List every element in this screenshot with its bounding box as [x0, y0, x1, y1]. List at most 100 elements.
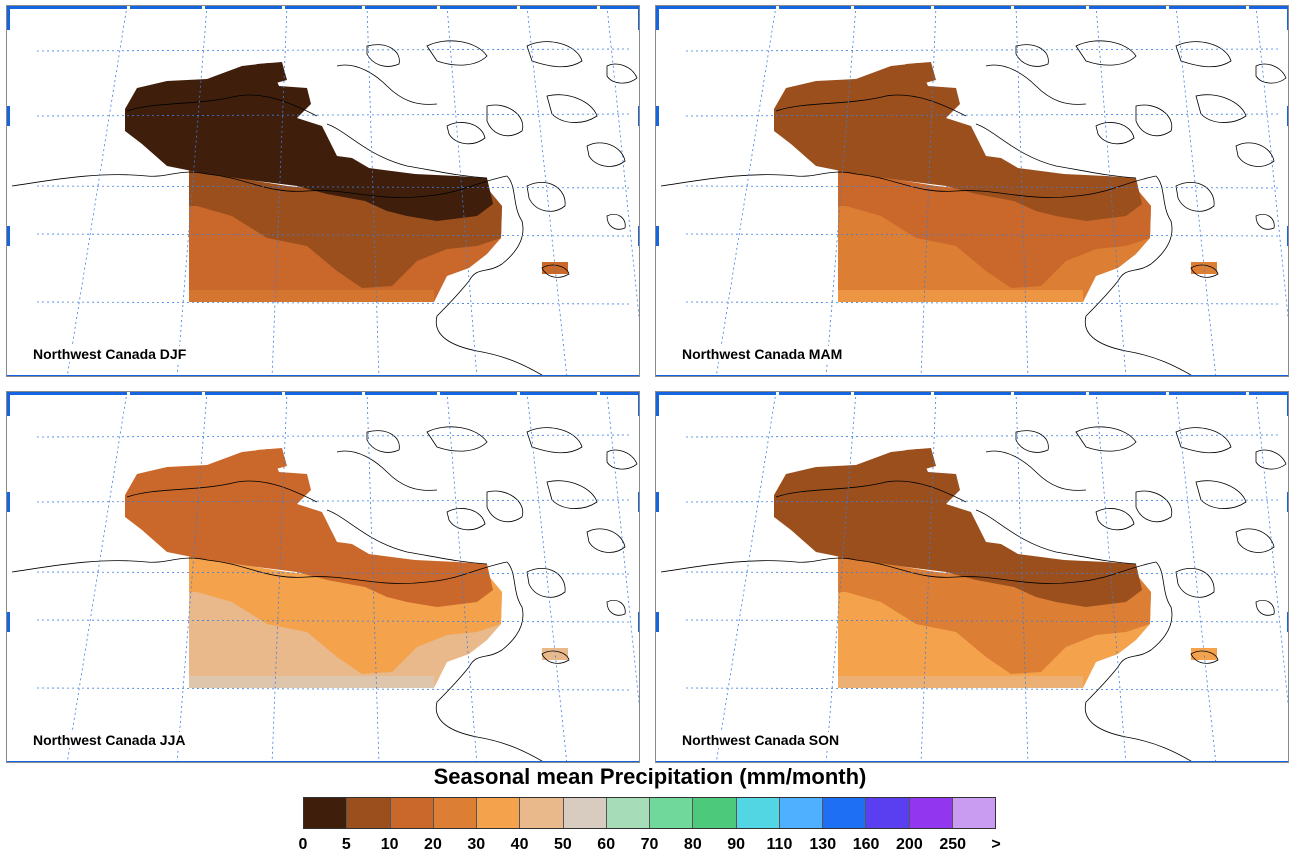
frame-gap — [597, 6, 600, 12]
coastline — [586, 528, 626, 553]
latitude-line — [685, 233, 1281, 237]
coastline — [1235, 142, 1275, 167]
coastline — [11, 557, 208, 573]
colorbar-tick-label: 40 — [510, 836, 529, 853]
longitude-line — [1095, 6, 1127, 376]
map-svg — [7, 392, 639, 762]
coastline — [126, 480, 318, 503]
coastline — [206, 173, 508, 198]
frame-side-accent — [7, 612, 10, 632]
longitude-line — [66, 6, 128, 376]
colorbar-tick-label: 20 — [424, 836, 442, 853]
frame-top-accent — [7, 6, 639, 9]
frame-gap — [1246, 6, 1249, 12]
frame-gap — [776, 392, 779, 398]
frame-gap — [282, 6, 285, 12]
latitude-line — [685, 301, 1281, 305]
longitude-line — [825, 6, 857, 376]
frame-side-accent — [638, 612, 639, 632]
frame-gap — [851, 392, 854, 398]
colorbar-swatch — [909, 798, 953, 828]
colorbar-swatch — [736, 798, 780, 828]
coastline — [606, 599, 626, 616]
precip-island — [804, 470, 891, 498]
precip-south-band — [189, 676, 434, 688]
coastline — [985, 450, 1087, 491]
frame-side-accent — [656, 226, 659, 246]
coastline — [1015, 44, 1049, 67]
coastline — [526, 181, 566, 212]
frame-gap — [127, 392, 130, 398]
frame-side-accent — [1287, 6, 1288, 30]
colorbar — [303, 797, 996, 829]
precip-island — [892, 62, 936, 86]
longitude-line — [1015, 6, 1029, 376]
coastline — [486, 104, 524, 137]
colorbar-tick-label: 60 — [597, 836, 616, 853]
colorbar-tick-label: 10 — [380, 836, 399, 853]
longitude-line — [176, 392, 208, 762]
coastline — [1175, 41, 1232, 68]
latitude-line — [36, 499, 632, 503]
latitude-line — [685, 499, 1281, 503]
frame-gap — [437, 6, 440, 12]
coastline — [541, 650, 570, 664]
coastline — [526, 427, 583, 454]
colorbar-tick-label: 200 — [896, 836, 923, 853]
colorbar-tick-label: 70 — [640, 836, 659, 853]
panel-label: Northwest Canada DJF — [31, 346, 189, 362]
frame-gap — [1086, 6, 1089, 12]
frame-side-accent — [7, 492, 10, 512]
precip-region-mid — [838, 166, 1151, 288]
coastline — [606, 213, 626, 230]
colorbar-swatch — [823, 798, 867, 828]
frame-side-accent — [7, 106, 10, 126]
latitude-line — [36, 233, 632, 237]
precip-island-east — [542, 648, 568, 660]
coastline — [1255, 599, 1275, 616]
colorbar-swatch — [952, 798, 995, 828]
map-svg — [656, 392, 1288, 762]
coastline — [336, 64, 438, 105]
colorbar-swatch — [433, 798, 477, 828]
longitude-line — [1175, 392, 1217, 762]
precip-south-band — [189, 290, 434, 302]
precip-island-east — [1191, 262, 1217, 274]
latitude-line — [685, 571, 1281, 575]
map-panel-mam: Northwest Canada MAM — [655, 5, 1289, 377]
coastline — [546, 94, 598, 123]
coastline — [975, 509, 1137, 565]
longitude-line — [66, 392, 128, 762]
coastline — [775, 480, 967, 503]
longitude-line — [1255, 392, 1288, 707]
latitude-line — [685, 185, 1281, 189]
frame-top-accent — [7, 392, 639, 395]
coastline — [1195, 94, 1247, 123]
coastline — [775, 94, 967, 117]
coastline — [446, 508, 486, 531]
colorbar-swatch — [304, 798, 348, 828]
colorbar-swatch — [693, 798, 737, 828]
frame-bottom-accent — [7, 375, 639, 376]
frame-top-accent — [656, 392, 1288, 395]
latitude-line — [36, 619, 632, 623]
coastline — [606, 449, 638, 470]
colorbar-tick-label: > — [991, 836, 1001, 853]
frame-gap — [851, 6, 854, 12]
map-panel-jja: Northwest Canada JJA — [6, 391, 640, 763]
panel-label: Northwest Canada SON — [680, 732, 842, 748]
coastline — [1175, 181, 1215, 212]
longitude-line — [920, 6, 937, 376]
coastline — [855, 173, 1157, 198]
longitude-line — [366, 392, 380, 762]
coastline — [1255, 213, 1275, 230]
coastline — [985, 64, 1087, 105]
frame-gap — [1166, 392, 1169, 398]
longitude-line — [271, 392, 288, 762]
frame-gap — [1011, 6, 1014, 12]
precip-island — [243, 448, 287, 472]
frame-gap — [517, 6, 520, 12]
longitude-line — [446, 6, 478, 376]
frame-gap — [931, 392, 934, 398]
longitude-line — [176, 6, 208, 376]
